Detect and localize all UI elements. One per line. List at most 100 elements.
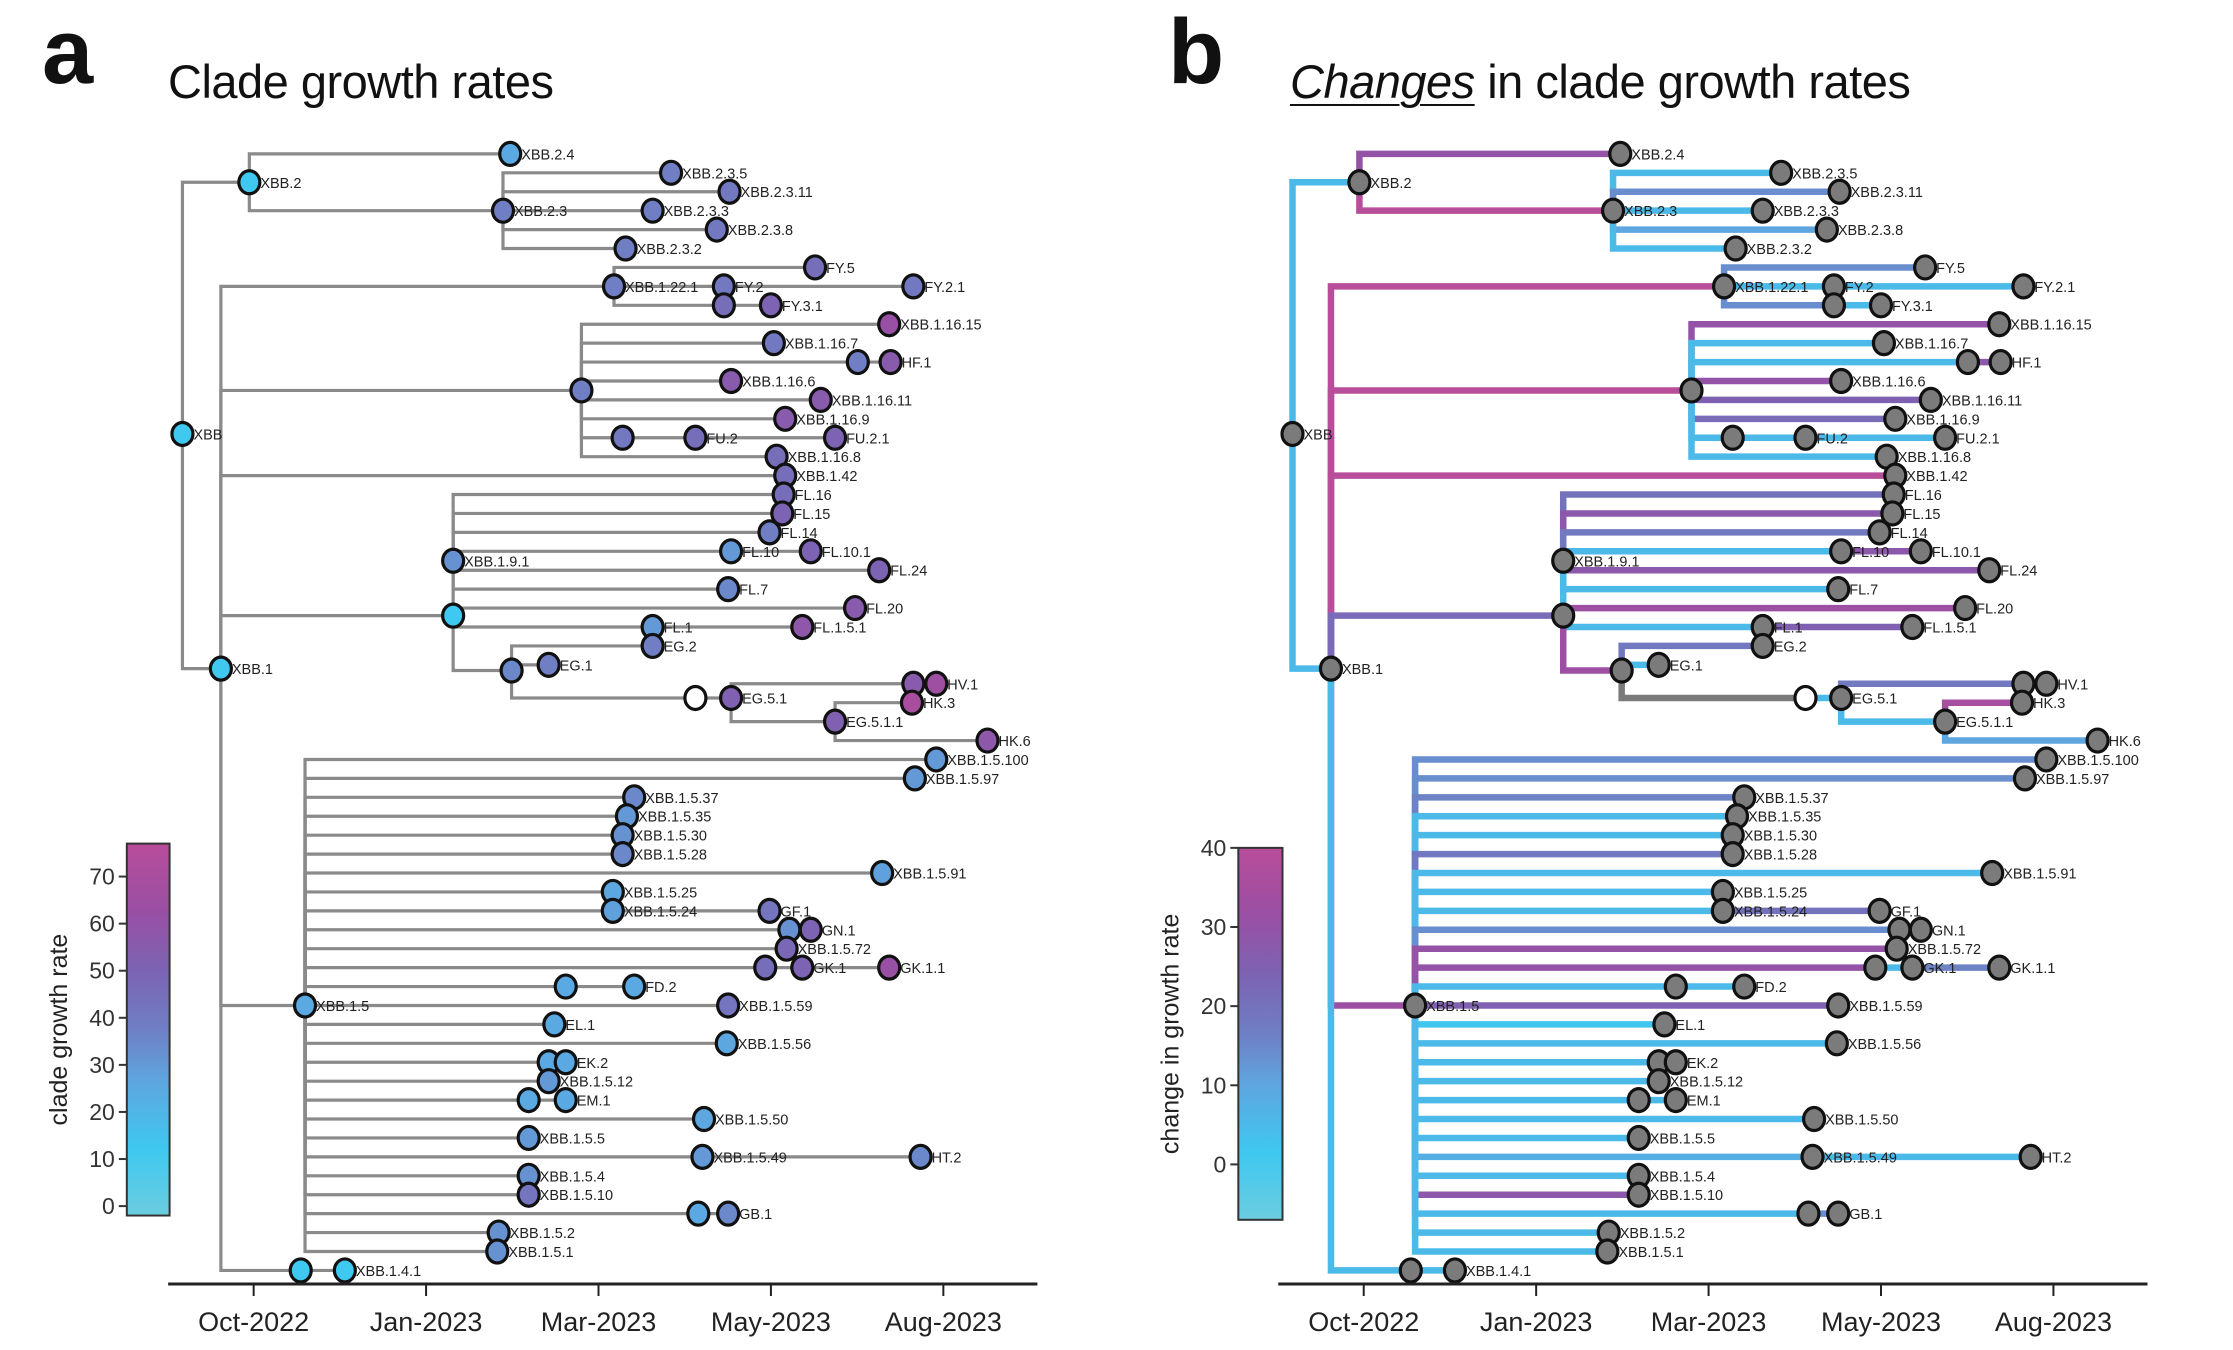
- node-EG[interactable]: [1609, 657, 1634, 684]
- node-XBB.1[interactable]: [1318, 655, 1344, 682]
- node-XBB.2.3.8[interactable]: [704, 216, 729, 243]
- node-FL.1.5.1[interactable]: [790, 613, 815, 641]
- node-GKp[interactable]: [753, 954, 778, 981]
- node-EL.1[interactable]: [1652, 1011, 1677, 1038]
- node-XBB.1.5.10[interactable]: [1626, 1181, 1651, 1208]
- node-XBB.1.5.49[interactable]: [690, 1143, 715, 1170]
- node-FU.2[interactable]: [683, 424, 708, 451]
- node-XBB.1.16.7[interactable]: [1871, 330, 1897, 357]
- node-FY.3.1[interactable]: [1868, 292, 1894, 319]
- node-XBB.1.5.1[interactable]: [485, 1238, 510, 1265]
- node-FU.2[interactable]: [1793, 424, 1818, 451]
- node-EG.5.1.1[interactable]: [1933, 708, 1958, 735]
- node-XBB.1.16.7[interactable]: [761, 330, 786, 357]
- node-FU.2.1[interactable]: [822, 424, 848, 451]
- node-GN.1[interactable]: [1908, 916, 1933, 943]
- node-FY.5[interactable]: [1913, 254, 1938, 281]
- node-FL.14[interactable]: [1867, 519, 1892, 546]
- node-XBB.1.5.56[interactable]: [1824, 1030, 1849, 1057]
- node-FU[interactable]: [1720, 424, 1745, 451]
- node-XBB.1.5.100[interactable]: [924, 746, 949, 773]
- node-XBB.2.3.3[interactable]: [1750, 197, 1775, 224]
- node-XBB.2.3.2[interactable]: [613, 235, 638, 262]
- node-FL.20[interactable]: [1953, 594, 1978, 622]
- node-HK.3[interactable]: [899, 689, 925, 716]
- node-FL.10[interactable]: [1829, 538, 1854, 565]
- node-XBB.2.3.5[interactable]: [658, 159, 684, 186]
- node-XBB.2.3.3[interactable]: [640, 197, 665, 224]
- node-EK.2[interactable]: [1663, 1049, 1688, 1076]
- node-XBB.2.3.2[interactable]: [1723, 235, 1748, 262]
- node-GF.1[interactable]: [1867, 897, 1892, 924]
- node-FDp[interactable]: [1663, 973, 1688, 1000]
- node-XBB.1[interactable]: [208, 655, 233, 682]
- node-XBB.2.3.5[interactable]: [1769, 159, 1794, 186]
- node-FY.3.1[interactable]: [758, 292, 784, 319]
- node-HV.1[interactable]: [924, 670, 949, 697]
- node-XBB.2.3[interactable]: [1600, 197, 1626, 224]
- node-FL.15[interactable]: [1880, 500, 1905, 527]
- node-EG.5.1[interactable]: [1829, 684, 1854, 712]
- node-XBB.1.9[interactable]: [1551, 602, 1576, 629]
- node-FDp[interactable]: [553, 973, 578, 1000]
- node-XBB[interactable]: [170, 420, 195, 448]
- node-FL.15[interactable]: [770, 500, 795, 527]
- node-XBB.1.5.50[interactable]: [1801, 1105, 1827, 1133]
- node-HF.1p[interactable]: [1955, 348, 1981, 376]
- node-HT.2[interactable]: [908, 1143, 933, 1170]
- node-FY.2.1[interactable]: [901, 273, 926, 300]
- node-XBB.1.5.5[interactable]: [516, 1124, 541, 1152]
- node-GKp[interactable]: [1863, 954, 1888, 981]
- node-HV.1[interactable]: [2034, 670, 2059, 697]
- node-XBB.1.16.11[interactable]: [1918, 386, 1943, 414]
- node-EG.1[interactable]: [536, 651, 561, 678]
- node-XBB.2.4[interactable]: [1608, 140, 1633, 167]
- node-EG.1[interactable]: [1646, 651, 1671, 678]
- node-FL.24[interactable]: [867, 557, 892, 584]
- node-XBB.1.5.28[interactable]: [1720, 840, 1745, 868]
- node-XBB.1.5.59[interactable]: [716, 992, 741, 1019]
- node-HK.3[interactable]: [2009, 689, 2035, 716]
- node-FD.2[interactable]: [622, 973, 647, 1000]
- node-GK.1[interactable]: [1900, 954, 1925, 981]
- node-EG.5[interactable]: [683, 684, 708, 712]
- node-XBB.2.4[interactable]: [498, 140, 523, 167]
- node-XBB.1.5.24[interactable]: [600, 897, 625, 924]
- node-FL.10.1[interactable]: [798, 538, 823, 565]
- node-EL.1[interactable]: [542, 1011, 567, 1038]
- node-EK.2[interactable]: [553, 1049, 578, 1076]
- node-XBB.1.4.1[interactable]: [1442, 1257, 1468, 1284]
- node-XBB.1.5.49[interactable]: [1800, 1143, 1825, 1170]
- node-XBB.1.9.1[interactable]: [1551, 547, 1576, 574]
- node-FL.20[interactable]: [842, 594, 868, 622]
- node-XBB.2.3[interactable]: [490, 197, 516, 224]
- node-EG.5.1.1[interactable]: [822, 708, 848, 735]
- node-XBB.1.4.1p[interactable]: [288, 1257, 313, 1284]
- node-FL.1.5.1[interactable]: [1900, 613, 1925, 641]
- node-XBB.1.5.5[interactable]: [1626, 1124, 1651, 1152]
- node-XBB.1.5.56[interactable]: [714, 1030, 739, 1057]
- node-GBp[interactable]: [686, 1200, 711, 1227]
- node-GK.1.1[interactable]: [1987, 954, 2012, 981]
- node-XBB.1.5[interactable]: [1403, 992, 1428, 1019]
- node-EG.2[interactable]: [1750, 632, 1775, 660]
- node-EM.1[interactable]: [553, 1086, 578, 1114]
- node-FU.2.1[interactable]: [1933, 424, 1958, 451]
- node-XBB.1.5.97[interactable]: [2012, 765, 2038, 792]
- node-XBB.1.16.15[interactable]: [877, 311, 902, 338]
- node-XBB.1.16.9[interactable]: [773, 405, 798, 432]
- node-XBB.1.5.91[interactable]: [870, 859, 895, 887]
- node-GB.1[interactable]: [1826, 1200, 1851, 1227]
- node-XBB.1.16.15[interactable]: [1987, 311, 2012, 338]
- node-XBB.1.9.1[interactable]: [441, 547, 466, 574]
- node-XBB.1.5[interactable]: [292, 992, 318, 1019]
- node-FU[interactable]: [610, 424, 635, 451]
- node-FL.10.1[interactable]: [1908, 538, 1933, 565]
- node-FY.5[interactable]: [802, 254, 828, 281]
- node-XBB.1.16.11[interactable]: [808, 386, 833, 414]
- node-XBB.1.5.72[interactable]: [774, 935, 799, 962]
- node-XBB.1.5.97[interactable]: [902, 765, 927, 792]
- node-HF.1[interactable]: [878, 348, 903, 376]
- node-HF.1[interactable]: [1988, 348, 2013, 376]
- node-XBB.1.22.1[interactable]: [601, 273, 627, 300]
